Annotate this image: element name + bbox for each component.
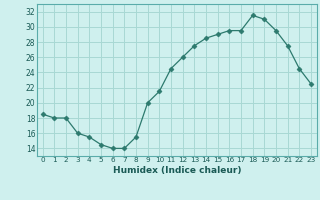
X-axis label: Humidex (Indice chaleur): Humidex (Indice chaleur)	[113, 166, 241, 175]
